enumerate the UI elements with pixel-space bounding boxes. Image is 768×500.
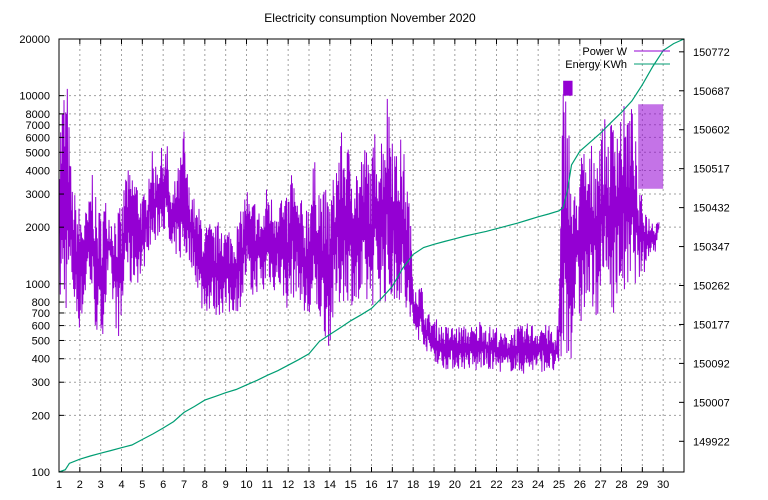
chart-title: Electricity consumption November 2020 xyxy=(264,11,476,25)
x-tick-label: 28 xyxy=(615,479,627,491)
x-tick-label: 21 xyxy=(470,479,482,491)
x-tick-label: 10 xyxy=(240,479,252,491)
x-tick-label: 3 xyxy=(98,479,104,491)
x-tick-label: 17 xyxy=(386,479,398,491)
y-tick-label: 100 xyxy=(32,467,50,479)
x-tick-label: 4 xyxy=(118,479,124,491)
y2-tick-label: 150687 xyxy=(693,86,730,98)
y-tick-label: 10000 xyxy=(19,91,50,103)
y-tick-label: 200 xyxy=(32,410,50,422)
x-tick-label: 15 xyxy=(345,479,357,491)
y-tick-label: 5000 xyxy=(26,147,50,159)
x-tick-label: 27 xyxy=(595,479,607,491)
power-series-line xyxy=(58,88,660,374)
x-tick-label: 26 xyxy=(574,479,586,491)
y-tick-label: 700 xyxy=(32,308,50,320)
y-tick-label: 800 xyxy=(32,297,50,309)
y2-tick-label: 149922 xyxy=(693,436,730,448)
x-tick-label: 29 xyxy=(636,479,648,491)
x-tick-label: 5 xyxy=(139,479,145,491)
legend: Power W Energy KWh xyxy=(565,46,670,71)
y2-tick-label: 150517 xyxy=(693,164,730,176)
x-tick-label: 19 xyxy=(428,479,440,491)
axis-ticks: 1 2 3 4 5 6 7 8 9 10 11 12 13 14 15 16 17 18 19 20 21 22 23 24 2… xyxy=(19,34,729,491)
x-tick-label: 13 xyxy=(303,479,315,491)
y2-tick-label: 150262 xyxy=(693,281,730,293)
y-tick-label: 500 xyxy=(32,335,50,347)
y2-tick-label: 150602 xyxy=(693,125,730,137)
y2-tick-label: 150177 xyxy=(693,319,730,331)
energy-series-line xyxy=(58,38,685,473)
y2-tick-label: 150007 xyxy=(693,397,730,409)
x-tick-label: 6 xyxy=(160,479,166,491)
y-tick-label: 2000 xyxy=(26,222,50,234)
y2-tick-label: 150092 xyxy=(693,358,730,370)
x-tick-label: 16 xyxy=(365,479,377,491)
y-tick-label: 6000 xyxy=(26,132,50,144)
y2-tick-label: 150347 xyxy=(693,242,730,254)
y-tick-label: 8000 xyxy=(26,109,50,121)
x-tick-label: 14 xyxy=(324,479,336,491)
x-tick-label: 20 xyxy=(449,479,461,491)
legend-label-energy: Energy KWh xyxy=(565,59,627,71)
y-tick-label: 300 xyxy=(32,377,50,389)
y2-tick-label: 150772 xyxy=(693,47,730,59)
y-tick-label: 20000 xyxy=(19,34,50,46)
data-layer xyxy=(58,38,685,473)
x-tick-label: 18 xyxy=(407,479,419,491)
y-tick-label: 1000 xyxy=(26,279,50,291)
y2-tick-label: 150432 xyxy=(693,203,730,215)
x-tick-label: 7 xyxy=(181,479,187,491)
x-tick-label: 2 xyxy=(77,479,83,491)
x-tick-label: 11 xyxy=(262,479,273,491)
x-tick-label: 30 xyxy=(657,479,669,491)
x-tick-label: 25 xyxy=(553,479,565,491)
y-tick-label: 600 xyxy=(32,321,50,333)
x-tick-label: 24 xyxy=(532,479,544,491)
power-spike-block xyxy=(563,80,573,96)
x-tick-label: 8 xyxy=(202,479,208,491)
y-tick-label: 400 xyxy=(32,354,50,366)
y-tick-label: 7000 xyxy=(26,120,50,132)
power-dense-block xyxy=(638,104,664,189)
x-tick-label: 12 xyxy=(282,479,294,491)
x-tick-label: 23 xyxy=(511,479,523,491)
y-tick-label: 3000 xyxy=(26,189,50,201)
x-tick-label: 22 xyxy=(490,479,502,491)
legend-label-power: Power W xyxy=(582,46,627,58)
x-tick-label: 1 xyxy=(56,479,62,491)
x-tick-label: 9 xyxy=(223,479,229,491)
y-tick-label: 4000 xyxy=(26,166,50,178)
